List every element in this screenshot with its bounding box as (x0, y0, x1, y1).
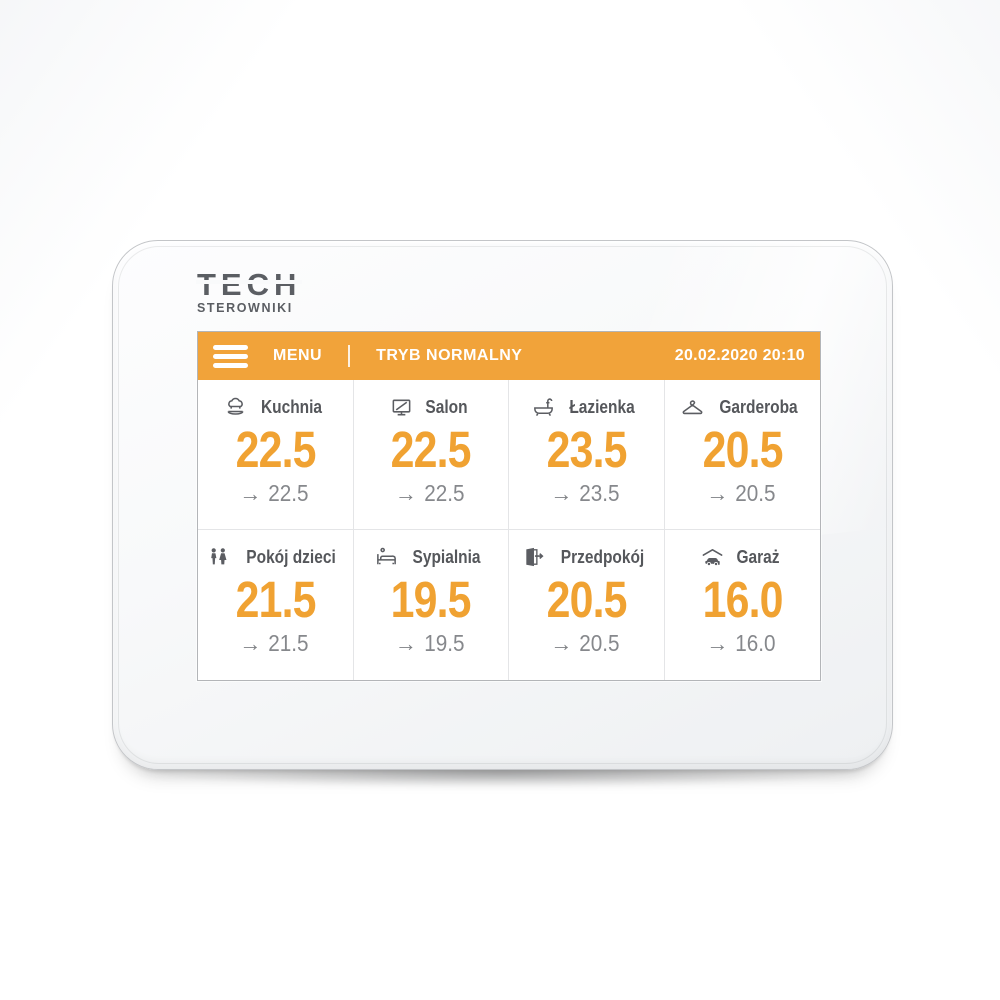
room-card-salon[interactable]: Salon 22.5 → 22.5 (353, 380, 509, 530)
room-name: Garaż (736, 546, 780, 567)
room-card-przedpokoj[interactable]: Przedpokój 20.5 → 20.5 (509, 530, 665, 680)
target-temperature: → 19.5 (394, 630, 465, 656)
target-temperature: → 20.5 (706, 480, 776, 506)
current-temperature: 21.5 (235, 571, 316, 628)
arrow-right-icon: → (239, 480, 262, 506)
target-temperature: → 20.5 (550, 630, 620, 656)
touchscreen: MENU TRYB NORMALNY 20.02.2020 20:10 Kuch… (197, 331, 821, 681)
current-temperature: 20.5 (702, 421, 783, 478)
tv-icon (392, 399, 411, 415)
room-card-pokoj-dzieci[interactable]: Pokój dzieci 21.5 → 21.5 (198, 530, 354, 680)
room-card-sypialnia[interactable]: Sypialnia 19.5 → 19.5 (354, 530, 509, 680)
room-name: Sypialnia (412, 546, 481, 567)
header-divider (348, 345, 351, 367)
target-temperature: → 22.5 (394, 480, 465, 506)
current-temperature: 22.5 (235, 421, 316, 478)
target-temperature: → 16.0 (706, 630, 776, 656)
app-header: MENU TRYB NORMALNY 20.02.2020 20:10 (198, 332, 820, 380)
arrow-right-icon: → (550, 480, 573, 506)
bathtub-icon (534, 397, 554, 416)
arrow-right-icon: → (550, 630, 573, 656)
door-icon (526, 547, 544, 566)
hamburger-menu-icon[interactable] (213, 344, 248, 368)
rooms-grid: Kuchnia 22.5 → 22.5 (198, 380, 820, 680)
room-card-garderoba[interactable]: Garderoba 20.5 → 20.5 (664, 380, 820, 530)
target-temperature: → 21.5 (239, 630, 309, 656)
arrow-right-icon: → (239, 630, 262, 656)
datetime-label: 20.02.2020 20:10 (674, 347, 805, 364)
arrow-right-icon: → (706, 480, 729, 506)
room-card-garaz[interactable]: Garaż 16.0 → 16.0 (665, 530, 821, 680)
menu-button[interactable]: MENU (273, 347, 323, 364)
room-name: Przedpokój (560, 546, 644, 567)
room-name: Pokój dzieci (246, 546, 336, 567)
car-garage-icon (702, 548, 723, 566)
arrow-right-icon: → (394, 480, 417, 506)
target-temperature: → 22.5 (239, 480, 309, 506)
room-name: Łazienka (569, 396, 635, 417)
room-name: Kuchnia (260, 396, 322, 417)
thermostat-device: TECH STEROWNIKI MENU TRYB NORMALNY 20.02… (112, 240, 893, 770)
arrow-right-icon: → (706, 630, 729, 656)
current-temperature: 16.0 (702, 571, 783, 628)
target-temperature: → 23.5 (550, 480, 620, 506)
current-temperature: 23.5 (546, 421, 627, 478)
chef-hat-icon (227, 397, 244, 415)
current-temperature: 19.5 (390, 571, 472, 628)
brand-subtitle: STEROWNIKI (197, 301, 293, 315)
arrow-right-icon: → (394, 630, 417, 656)
bed-icon (377, 547, 397, 564)
room-name: Garderoba (719, 396, 798, 417)
current-temperature: 20.5 (546, 571, 627, 628)
children-icon (211, 547, 227, 564)
hanger-icon (682, 399, 703, 414)
room-card-lazienka[interactable]: Łazienka 23.5 → 23.5 (509, 380, 665, 530)
current-temperature: 22.5 (390, 421, 472, 478)
mode-status-label: TRYB NORMALNY (376, 347, 523, 364)
brand-logo: TECH STEROWNIKI (195, 267, 303, 315)
brand-name: TECH (195, 267, 303, 302)
room-card-kuchnia[interactable]: Kuchnia 22.5 → 22.5 (198, 380, 354, 530)
room-name: Salon (425, 396, 468, 417)
